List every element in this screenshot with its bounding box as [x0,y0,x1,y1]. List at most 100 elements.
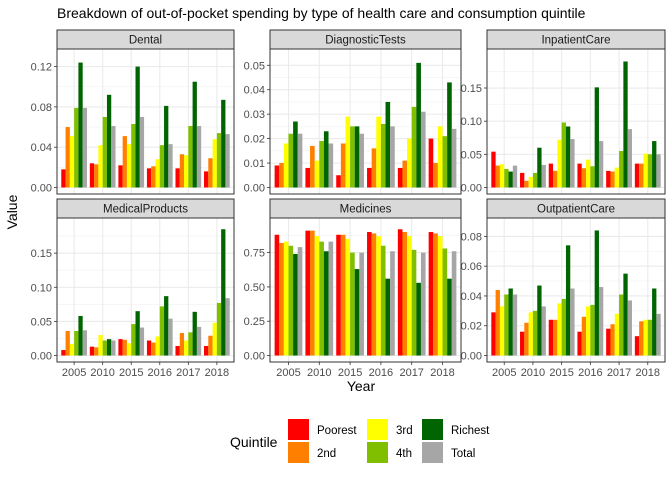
bar-richest-2016 [594,230,599,356]
bar-3rd-2005 [283,143,289,188]
bar-4th-2017 [411,249,417,356]
bar-3rd-2015 [126,343,132,356]
bar-poorest-2015 [336,175,341,188]
bar-3rd-2015 [557,139,562,188]
bar-poorest-2015 [336,234,341,356]
bar-poorest-2010 [520,172,525,188]
bar-4th-2016 [380,123,386,188]
bar-poorest-2017 [397,229,403,356]
x-tick-label: 2005 [62,367,86,379]
bar-4th-2010 [532,310,538,356]
bar-3rd-2018 [643,153,648,188]
bar-total-2017 [627,129,632,188]
bar-total-2005 [512,165,518,188]
bar-richest-2015 [354,126,360,188]
bar-poorest-2018 [204,345,209,356]
bar-richest-2005 [508,171,513,188]
chart-title: Breakdown of out-of-pocket spending by t… [57,5,586,21]
bar-total-2010 [328,143,334,188]
bar-3rd-2016 [155,336,160,356]
bar-poorest-2018 [634,336,640,356]
bar-4th-2005 [504,168,509,188]
bar-richest-2017 [192,81,197,188]
bar-2nd-2017 [179,333,185,356]
bar-total-2016 [168,144,173,188]
bar-richest-2010 [106,94,112,188]
bar-poorest-2016 [146,168,152,188]
y-tick-label: 0.05 [461,149,482,161]
bar-total-2017 [420,252,426,356]
bar-2nd-2016 [581,168,587,188]
bar-richest-2018 [447,278,452,356]
y-tick-label: 0.04 [244,85,265,97]
bar-richest-2015 [354,269,360,356]
bar-total-2016 [390,126,395,188]
bar-4th-2005 [74,330,79,356]
legend-label-richest: Richest [451,425,490,437]
bar-4th-2005 [74,107,79,188]
bar-poorest-2016 [367,167,372,188]
bar-poorest-2015 [118,165,123,188]
bar-3rd-2005 [499,306,505,356]
bar-poorest-2016 [577,163,582,188]
bar-3rd-2018 [437,126,443,188]
bar-3rd-2015 [126,144,132,188]
legend-key-total [422,442,443,463]
legend-key-3rd [367,419,388,440]
y-tick-label: 0.02 [461,321,482,333]
bar-poorest-2005 [61,169,66,188]
bar-richest-2010 [323,251,329,356]
bar-total-2005 [82,330,87,356]
bar-4th-2016 [590,166,595,188]
bar-richest-2016 [385,278,391,356]
bar-2nd-2017 [610,324,615,356]
bar-total-2018 [451,128,457,188]
bar-richest-2005 [293,253,298,356]
x-tick-label: 2018 [430,367,454,379]
bar-richest-2018 [221,99,226,188]
bar-2nd-2017 [402,232,408,356]
bar-3rd-2017 [614,313,620,356]
bar-4th-2016 [380,245,386,356]
bar-total-2010 [111,340,116,356]
bar-poorest-2010 [89,346,95,356]
bar-4th-2015 [131,124,136,188]
bar-4th-2016 [590,304,595,356]
y-tick-label: 0.05 [31,316,52,328]
y-tick-label: 0.12 [31,62,52,74]
bar-2nd-2017 [402,160,408,188]
bar-richest-2016 [385,101,391,188]
y-tick-label: 0.02 [244,134,265,146]
legend-key-richest [422,419,443,440]
bar-poorest-2017 [175,345,180,356]
bar-4th-2015 [350,252,355,356]
bar-2nd-2005 [495,290,500,356]
bar-2nd-2017 [179,154,185,188]
bar-total-2015 [570,288,575,356]
bar-richest-2017 [416,282,421,356]
bar-2nd-2005 [279,243,284,356]
bar-poorest-2017 [606,170,611,188]
bar-poorest-2005 [491,312,496,356]
bar-4th-2015 [561,298,566,356]
bar-3rd-2017 [407,236,412,356]
bar-2nd-2015 [553,319,558,356]
bar-total-2015 [139,327,145,356]
bar-3rd-2016 [586,159,591,188]
bar-richest-2017 [623,273,628,356]
bar-3rd-2005 [283,241,289,356]
bar-3rd-2016 [376,116,381,188]
bar-total-2018 [225,298,230,356]
legend-entry-2nd: 2nd [288,442,336,463]
bar-total-2018 [656,154,661,188]
bar-2nd-2005 [495,165,500,188]
panel-border [56,217,235,363]
panel-border [56,48,235,195]
x-tick-label: 2010 [307,367,331,379]
legend: Quintile Poorest 2nd 3rd 4th Richest Total [230,419,490,463]
legend-entry-poorest: Poorest [288,419,357,440]
panel-medicalproducts: MedicalProducts 0.00 0.05 0.10 0.15 2005 2010 2… [31,198,235,379]
bar-2nd-2018 [208,158,213,188]
legend-entry-4th: 4th [367,442,412,463]
bar-2nd-2018 [433,163,438,188]
